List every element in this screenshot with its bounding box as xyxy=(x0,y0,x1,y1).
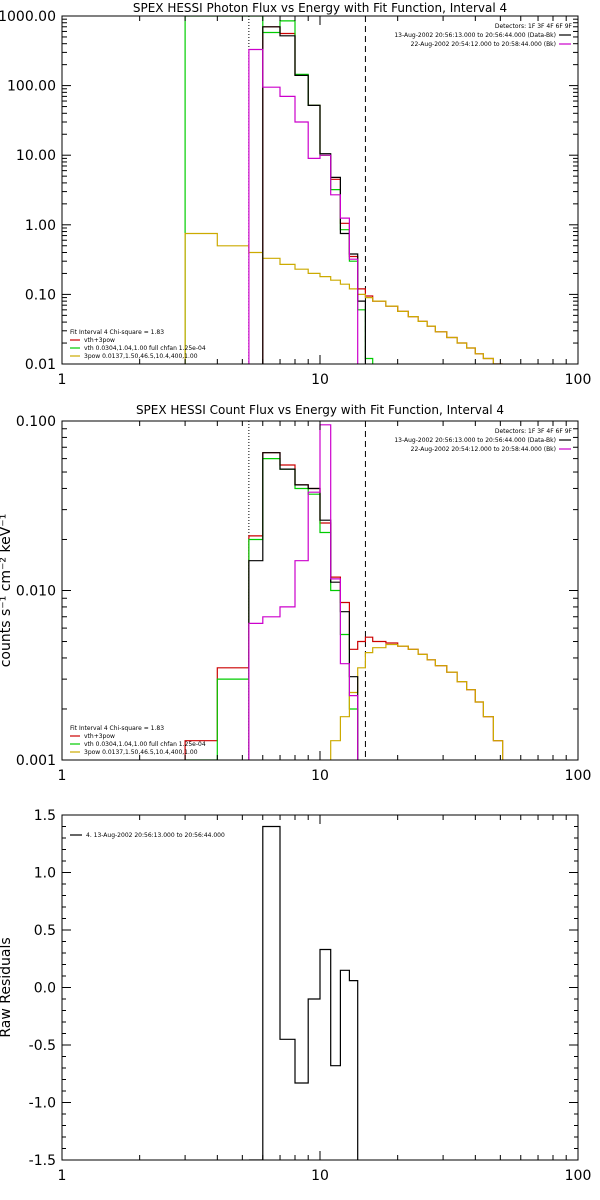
y-tick-label: -1.5 xyxy=(29,1153,56,1169)
photon-flux-panel: SPEX HESSI Photon Flux vs Energy with Fi… xyxy=(0,1,591,388)
y-tick-label: 100.00 xyxy=(7,79,56,95)
y-tick-label: 0.010 xyxy=(16,584,56,600)
y-tick-label: 0.100 xyxy=(16,414,56,430)
x-tick-label: 10 xyxy=(311,372,329,388)
legend-entry-text: Fit Interval 4 Chi-square = 1.83 xyxy=(70,329,164,336)
series-line-vth xyxy=(184,16,374,364)
series-line-4-13-aug-2002-20-56-13-000-to-20-56-44-000 xyxy=(248,825,359,1160)
legend-entry-text: vth 0.0304,1.04,1.00 full chfan 1.25e-04 xyxy=(84,345,206,352)
y-axis-label: Raw Residuals xyxy=(0,937,14,1037)
y-tick-label: 1000.00 xyxy=(0,9,56,25)
y-axis-label: counts s⁻¹ cm⁻² keV⁻¹ xyxy=(0,514,14,668)
plot-frame xyxy=(61,15,579,365)
series-line-data-bk xyxy=(248,452,359,760)
y-tick-label: 0.5 xyxy=(34,923,56,939)
legend-entry-text: vth 0.0304,1.04,1.00 full chfan 1.25e-04 xyxy=(84,741,206,748)
legend-entry-text: vth+3pow xyxy=(84,337,115,344)
legend-entry-text: vth+3pow xyxy=(84,733,115,740)
y-tick-label: 0.001 xyxy=(16,753,56,769)
y-tick-label: 1.00 xyxy=(25,218,56,234)
legend-entry-text: Fit Interval 4 Chi-square = 1.83 xyxy=(70,725,164,732)
y-tick-label: 0.0 xyxy=(34,981,56,997)
x-tick-label: 1 xyxy=(58,1168,67,1184)
series-line-bk xyxy=(248,424,359,760)
y-tick-label: 0.10 xyxy=(25,287,56,303)
series-line-vth-3pow xyxy=(262,26,503,364)
legend-entry-text: 22-Aug-2002 20:54:12.000 to 20:58:44.000… xyxy=(411,41,556,48)
series-group xyxy=(184,16,503,364)
series-group xyxy=(184,424,504,760)
series-line-3pow xyxy=(330,643,504,760)
legend-entry-text: 4. 13-Aug-2002 20:56:13.000 to 20:56:44.… xyxy=(86,832,225,839)
count-flux-panel: SPEX HESSI Count Flux vs Energy with Fit… xyxy=(0,403,591,784)
raw-residuals-panel: Raw Residuals 1 10 100 -1.5 -1.0 -0.5 0.0 0.5 1.0… xyxy=(0,808,591,1184)
x-tick-label: 1 xyxy=(58,768,67,784)
x-tick-label: 10 xyxy=(311,1168,329,1184)
x-tick-label: 1 xyxy=(58,372,67,388)
chart-title: SPEX HESSI Count Flux vs Energy with Fit… xyxy=(136,403,504,417)
y-tick-label: 0.01 xyxy=(25,357,56,373)
x-tick-label: 10 xyxy=(311,768,329,784)
series-line-bk xyxy=(248,48,359,364)
legend-entry-text: 22-Aug-2002 20:54:12.000 to 20:58:44.000… xyxy=(411,446,556,453)
x-tick-label: 100 xyxy=(565,1168,592,1184)
x-tick-label: 100 xyxy=(565,768,592,784)
y-tick-label: 1.5 xyxy=(34,808,56,824)
series-line-data-bk xyxy=(262,26,366,364)
y-tick-label: 1.0 xyxy=(34,866,56,882)
y-tick-label: -1.0 xyxy=(29,1096,56,1112)
legend-entry-text: 13-Aug-2002 20:56:13.000 to 20:56:44.000… xyxy=(394,32,556,39)
detectors-label: Detectors: 1F 3F 4F 6F 9F xyxy=(495,428,573,435)
y-tick-label: 10.00 xyxy=(16,148,56,164)
legend-entry-text: 3pow 0.0137,1.50,46.5,10.4,400,1.00 xyxy=(84,749,198,756)
series-line-vth-3pow xyxy=(184,452,504,760)
y-tick-label: -0.5 xyxy=(29,1038,56,1054)
x-tick-label: 100 xyxy=(565,372,592,388)
series-line-3pow xyxy=(184,232,503,364)
series-line-vth xyxy=(185,458,359,760)
legend-entry-text: 3pow 0.0137,1.50,46.5,10.4,400,1.00 xyxy=(84,353,198,360)
chart-title: SPEX HESSI Photon Flux vs Energy with Fi… xyxy=(133,1,507,15)
detectors-label: Detectors: 1F 3F 4F 6F 9F xyxy=(495,23,573,30)
series-group xyxy=(248,825,359,1160)
legend-entry-text: 13-Aug-2002 20:56:13.000 to 20:56:44.000… xyxy=(394,437,556,444)
